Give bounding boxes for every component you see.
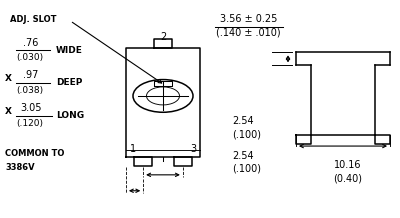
Text: 1: 1	[130, 144, 136, 154]
Text: 2: 2	[160, 32, 166, 42]
Text: WIDE: WIDE	[56, 46, 83, 55]
Text: (0.40): (0.40)	[334, 173, 362, 183]
Text: 3.05: 3.05	[20, 103, 42, 113]
Text: X: X	[5, 107, 12, 116]
Text: 3: 3	[190, 144, 196, 154]
Text: (.100): (.100)	[232, 129, 261, 139]
Text: .97: .97	[23, 70, 38, 80]
Text: (.030): (.030)	[16, 53, 43, 62]
Text: 3.56 ± 0.25: 3.56 ± 0.25	[220, 14, 278, 24]
Text: X: X	[5, 74, 12, 83]
Text: DEEP: DEEP	[56, 78, 82, 87]
Text: (.100): (.100)	[232, 164, 261, 174]
Text: 10.16: 10.16	[334, 160, 362, 170]
Text: 2.54: 2.54	[232, 116, 254, 126]
Text: (.038): (.038)	[16, 86, 43, 95]
Text: (.140 ± .010): (.140 ± .010)	[216, 27, 281, 37]
Text: 2.54: 2.54	[232, 151, 254, 161]
Text: COMMON TO: COMMON TO	[5, 149, 64, 158]
Text: LONG: LONG	[56, 111, 84, 121]
Text: 3386V: 3386V	[5, 163, 35, 172]
Text: (.120): (.120)	[16, 119, 43, 128]
Text: .76: .76	[23, 37, 38, 48]
Text: ADJ. SLOT: ADJ. SLOT	[10, 15, 56, 24]
